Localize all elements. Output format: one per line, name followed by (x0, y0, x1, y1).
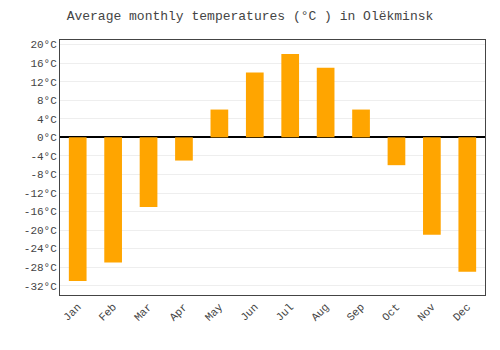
svg-text:16°C: 16°C (30, 58, 57, 70)
svg-text:Apr: Apr (167, 301, 189, 323)
svg-text:Dec: Dec (451, 301, 473, 323)
svg-text:Average monthly temperatures (: Average monthly temperatures (°C ) in Ol… (67, 9, 434, 24)
svg-text:Aug: Aug (309, 301, 331, 323)
svg-text:Mar: Mar (132, 301, 154, 323)
svg-text:-4°C: -4°C (30, 151, 57, 163)
svg-text:-28°C: -28°C (24, 262, 57, 274)
svg-text:May: May (203, 301, 226, 324)
svg-text:-12°C: -12°C (24, 188, 57, 200)
svg-text:Jul: Jul (274, 301, 296, 323)
svg-text:-24°C: -24°C (24, 243, 57, 255)
svg-text:Feb: Feb (97, 301, 119, 323)
svg-text:0°C: 0°C (37, 132, 57, 144)
svg-text:-16°C: -16°C (24, 206, 57, 218)
svg-text:8°C: 8°C (37, 95, 57, 107)
svg-text:Oct: Oct (380, 301, 402, 323)
svg-text:Jan: Jan (61, 301, 83, 323)
svg-text:-32°C: -32°C (24, 281, 57, 293)
svg-text:-20°C: -20°C (24, 225, 57, 237)
svg-text:Sep: Sep (345, 301, 367, 323)
svg-text:-8°C: -8°C (30, 169, 57, 181)
svg-text:Nov: Nov (415, 301, 438, 324)
svg-text:12°C: 12°C (30, 77, 57, 89)
svg-text:4°C: 4°C (37, 114, 57, 126)
svg-text:Jun: Jun (238, 301, 260, 323)
svg-text:20°C: 20°C (30, 39, 57, 51)
